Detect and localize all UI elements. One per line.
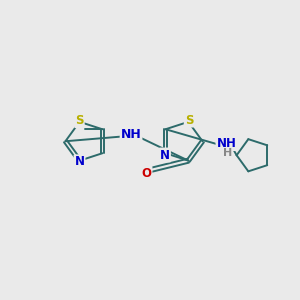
Text: NH: NH: [217, 137, 236, 150]
Text: N: N: [74, 155, 85, 168]
Text: S: S: [185, 114, 193, 127]
Text: N: N: [160, 148, 170, 161]
Text: H: H: [223, 148, 232, 158]
Text: S: S: [75, 114, 84, 127]
Text: NH: NH: [121, 128, 141, 141]
Text: O: O: [142, 167, 152, 180]
